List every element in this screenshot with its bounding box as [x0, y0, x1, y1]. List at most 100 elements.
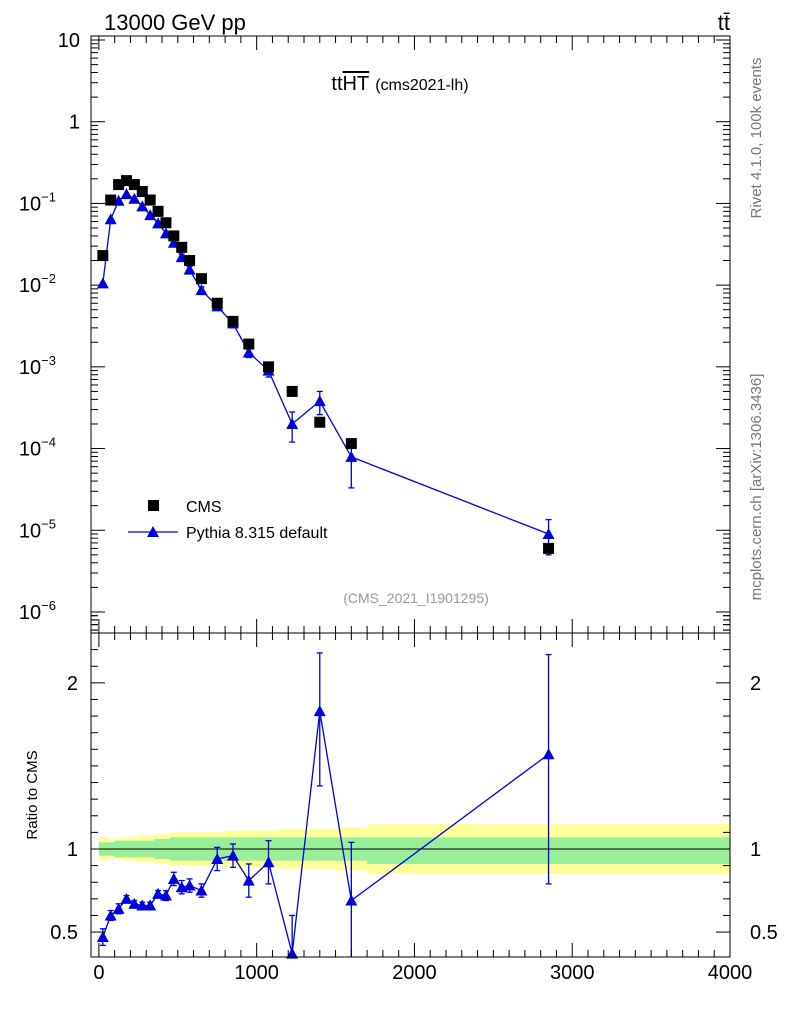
cms-data-point: [263, 361, 274, 373]
cms-data-point: [136, 185, 148, 197]
cms-data-point: [195, 273, 207, 285]
cms-data-point: [314, 416, 326, 428]
cms-data-point: [144, 194, 156, 206]
main-ytick-label: 1: [69, 112, 80, 134]
legend: CMS Pythia 8.315 default: [128, 499, 328, 542]
mc-point: [313, 395, 326, 407]
xtick-label: 2000: [392, 962, 437, 984]
main-ytick-label: 10−4: [19, 435, 56, 461]
main-ytick-label: 10−3: [19, 353, 56, 379]
cms-data-point: [152, 205, 164, 217]
ratio-mc-point: [211, 852, 224, 864]
process-label: tt̄: [718, 10, 730, 35]
xtick-label: 4000: [708, 962, 753, 984]
cms-data-point: [345, 438, 357, 450]
cms-data-point: [121, 175, 132, 187]
cms-data-point: [168, 230, 180, 242]
main-ytick-label: 10: [58, 30, 80, 52]
ratio-mc-point: [313, 705, 326, 717]
main-y-axis: 10 1 10−1 10−2 10−3 10−4 10−5 10−6: [19, 30, 730, 631]
cms-data-point: [227, 315, 239, 327]
cms-data-point: [286, 385, 298, 397]
ratio-ytick-label: 2: [67, 673, 78, 695]
ratio-plot-frame: [90, 632, 731, 958]
main-ytick-label: 10−5: [19, 516, 56, 542]
cms-data-point: [211, 297, 223, 309]
cms-data-point: [543, 542, 555, 554]
mc-point: [286, 417, 299, 429]
main-subtitle: (cms2021-lh): [375, 77, 468, 94]
ratio-y-label: Ratio to CMS: [24, 750, 41, 839]
main-title-overline: HT: [343, 73, 370, 95]
cms-data-point: [184, 255, 196, 267]
xtick-label: 0: [93, 962, 104, 984]
mc-point: [128, 192, 141, 204]
xtick-label: 1000: [234, 962, 279, 984]
ratio-ytick-label-right: 0.5: [750, 922, 778, 944]
mc-point: [542, 527, 555, 539]
ratio-mc-point: [345, 894, 358, 906]
main-plot-frame: [90, 35, 731, 634]
cms-data-point: [243, 338, 255, 350]
mc-point: [104, 213, 117, 225]
energy-label: 13000 GeV pp: [104, 10, 246, 35]
mc-point: [345, 450, 358, 462]
ratio-mc-point: [128, 897, 141, 909]
main-title-prefix: tt: [331, 73, 343, 95]
legend-mc-label: Pythia 8.315 default: [186, 525, 328, 542]
main-ytick-label: 10−2: [19, 271, 56, 297]
legend-cms-marker: [148, 500, 159, 511]
cms-data-point: [105, 194, 117, 206]
ratio-ytick-label-right: 1: [750, 839, 761, 861]
main-ytick-label: 10−1: [19, 189, 56, 215]
main-x-ticks: [98, 36, 731, 633]
ratio-ytick-label-right: 2: [750, 673, 761, 695]
cms-data-series: [97, 175, 555, 554]
mc-point: [242, 346, 255, 358]
main-plot-panel: ttHT (cms2021-lh) (CMS_2021_I1901295) 101…: [19, 30, 731, 634]
ratio-plot-panel: 0.5 0.5 1 1 2 2 0 1000 2000 3000 4000 Ratio to CM…: [24, 632, 778, 984]
ratio-mc-point: [262, 856, 275, 868]
ratio-x-axis: 0 1000 2000 3000 4000: [93, 633, 752, 984]
mc-point: [120, 188, 133, 200]
cms-data-point: [113, 179, 125, 191]
xtick-label: 3000: [550, 962, 595, 984]
mcplots-label: mcplots.cern.ch [arXiv:1306.3436]: [748, 374, 765, 601]
cms-data-point: [176, 241, 188, 253]
ratio-mc-point: [120, 892, 133, 904]
ratio-mc-point: [542, 748, 555, 760]
legend-mc-marker: [147, 526, 159, 537]
mc-point: [96, 277, 109, 289]
ratio-mc-point: [195, 884, 208, 896]
ratio-mc-point: [112, 902, 125, 914]
mc-point: [195, 284, 208, 296]
cms-data-point: [128, 179, 140, 191]
ratio-mc-point: [152, 887, 165, 899]
legend-cms-label: CMS: [186, 499, 222, 516]
mc-point: [144, 209, 157, 221]
ratio-mc-point: [144, 899, 157, 911]
ratio-mc-point: [227, 849, 239, 861]
ratio-mc-point: [242, 874, 255, 886]
ratio-ytick-label: 0.5: [50, 922, 78, 944]
ratio-ytick-label: 1: [67, 839, 78, 861]
ratio-mc-point: [136, 899, 149, 911]
ratio-mc-point: [167, 872, 180, 884]
main-title: ttHT (cms2021-lh): [331, 73, 468, 95]
ratio-mc-point: [286, 947, 299, 959]
ratio-mc-point: [96, 931, 109, 943]
ratio-mc-point: [104, 909, 117, 921]
cms-data-point: [97, 250, 109, 262]
ratio-y-axis: 0.5 0.5 1 1 2 2: [50, 649, 778, 944]
mc-series-main: [96, 188, 555, 556]
watermark-label: (CMS_2021_I1901295): [343, 590, 489, 606]
mc-point: [136, 200, 149, 212]
cms-data-point: [160, 217, 172, 229]
ratio-mc-point: [159, 889, 172, 901]
mc-series-ratio: [96, 652, 555, 959]
ratio-mc-point: [183, 879, 196, 891]
main-ytick-label: 10−6: [19, 598, 56, 624]
rivet-label: Rivet 4.1.0, 100k events: [748, 58, 765, 219]
mc-point: [183, 263, 196, 275]
